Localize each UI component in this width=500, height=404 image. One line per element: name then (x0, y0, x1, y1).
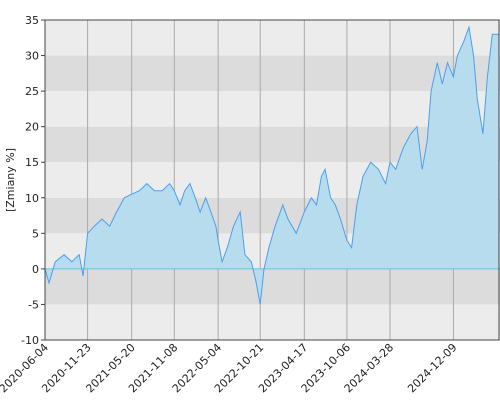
y-tick-label: 15 (25, 156, 39, 169)
line (44, 25, 499, 305)
grid-band (45, 268, 500, 305)
grid-band (45, 304, 500, 340)
area-fill (45, 27, 499, 305)
y-tick-label: 35 (25, 14, 39, 27)
grid-band (45, 91, 500, 127)
y-tick-label: -10 (21, 334, 39, 347)
plot-frame (44, 19, 500, 341)
grid-band (45, 55, 500, 92)
y-axis-label: [Zmiany %] (4, 148, 17, 212)
y-tick-label: 0 (32, 263, 39, 276)
y-tick-label: 10 (25, 192, 39, 205)
y-tick-label: 5 (32, 227, 39, 240)
x-tick-label: 2024-12-09 (405, 341, 459, 395)
y-tick-label: -5 (28, 298, 39, 311)
grid-band (45, 20, 500, 56)
y-tick-label: 30 (25, 50, 39, 63)
y-tick-label: 20 (25, 121, 39, 134)
y-tick-label: 25 (25, 85, 39, 98)
